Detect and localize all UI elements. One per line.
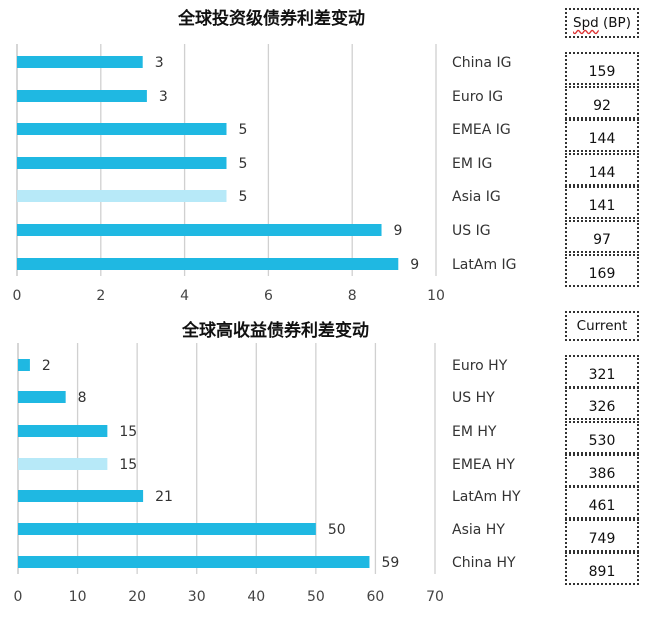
hy-bar xyxy=(18,556,370,568)
ig-category-label: LatAm IG xyxy=(452,257,517,273)
hy-data-label: 15 xyxy=(119,457,137,473)
ig-data-label: 9 xyxy=(394,223,403,239)
hy-category-label: China HY xyxy=(452,555,516,571)
hy-category-label: EMEA HY xyxy=(452,457,515,473)
hy-x-tick-label: 50 xyxy=(307,589,325,605)
ig-bar xyxy=(17,190,227,202)
hy-category-label: LatAm HY xyxy=(452,489,521,505)
hy-x-tick-label: 30 xyxy=(188,589,206,605)
ig-chart-title: 全球投资级债券利差变动 xyxy=(178,9,365,29)
ig-x-tick-label: 2 xyxy=(96,288,105,304)
hy-bar xyxy=(18,359,30,371)
ig-table-cell: 141 xyxy=(565,186,639,219)
hy-x-tick-label: 10 xyxy=(69,589,87,605)
hy-category-label: Asia HY xyxy=(452,522,505,538)
ig-bar xyxy=(17,157,227,169)
ig-category-label: EMEA IG xyxy=(452,122,511,138)
ig-bar xyxy=(17,123,227,135)
hy-table-header: Current xyxy=(565,311,639,341)
hy-bar xyxy=(18,425,108,437)
hy-category-label: US HY xyxy=(452,390,495,406)
hy-x-tick-label: 40 xyxy=(247,589,265,605)
ig-table-cell: 92 xyxy=(565,86,639,119)
hy-table-cell: 530 xyxy=(565,421,639,454)
ig-data-label: 5 xyxy=(239,122,248,138)
hy-table-cell: 461 xyxy=(565,486,639,519)
ig-x-tick-label: 4 xyxy=(180,288,189,304)
ig-data-label: 3 xyxy=(155,55,164,71)
hy-table-cell: 386 xyxy=(565,454,639,487)
ig-data-label: 9 xyxy=(410,257,419,273)
ig-bar xyxy=(17,90,147,102)
ig-table-cell: 169 xyxy=(565,254,639,287)
ig-data-label: 5 xyxy=(239,189,248,205)
hy-data-label: 59 xyxy=(381,555,399,571)
hy-category-label: Euro HY xyxy=(452,358,508,374)
ig-x-tick-label: 8 xyxy=(348,288,357,304)
ig-table-cell: 97 xyxy=(565,220,639,253)
hy-bar xyxy=(18,458,108,470)
hy-data-label: 2 xyxy=(42,358,51,374)
ig-category-label: EM IG xyxy=(452,156,492,172)
ig-table-cell: 159 xyxy=(565,52,639,85)
ig-bar xyxy=(17,258,399,270)
hy-data-label: 15 xyxy=(119,424,137,440)
hy-x-tick-label: 0 xyxy=(14,589,23,605)
ig-category-label: US IG xyxy=(452,223,491,239)
hy-bar xyxy=(18,391,66,403)
ig-table-cell: 144 xyxy=(565,119,639,152)
hy-x-tick-label: 60 xyxy=(367,589,385,605)
ig-table-header: Spd (BP) xyxy=(565,8,639,38)
hy-bar xyxy=(18,523,316,535)
hy-table-cell: 891 xyxy=(565,552,639,585)
hy-table-cell: 321 xyxy=(565,355,639,388)
hy-bar xyxy=(18,490,144,502)
ig-category-label: China IG xyxy=(452,55,511,71)
ig-x-tick-label: 10 xyxy=(427,288,445,304)
ig-x-tick-label: 0 xyxy=(13,288,22,304)
hy-data-label: 21 xyxy=(155,489,173,505)
ig-table-cell: 144 xyxy=(565,153,639,186)
hy-table-cell: 326 xyxy=(565,387,639,420)
ig-x-tick-label: 6 xyxy=(264,288,273,304)
ig-bar xyxy=(17,224,382,236)
hy-x-tick-label: 70 xyxy=(426,589,444,605)
hy-x-tick-label: 20 xyxy=(128,589,146,605)
hy-data-label: 50 xyxy=(328,522,346,538)
hy-chart-title: 全球高收益债券利差变动 xyxy=(182,321,369,341)
hy-category-label: EM HY xyxy=(452,424,497,440)
hy-data-label: 8 xyxy=(78,390,87,406)
ig-data-label: 3 xyxy=(159,89,168,105)
ig-category-label: Euro IG xyxy=(452,89,503,105)
hy-table-cell: 749 xyxy=(565,519,639,552)
ig-bar xyxy=(17,56,143,68)
ig-data-label: 5 xyxy=(239,156,248,172)
ig-category-label: Asia IG xyxy=(452,189,501,205)
